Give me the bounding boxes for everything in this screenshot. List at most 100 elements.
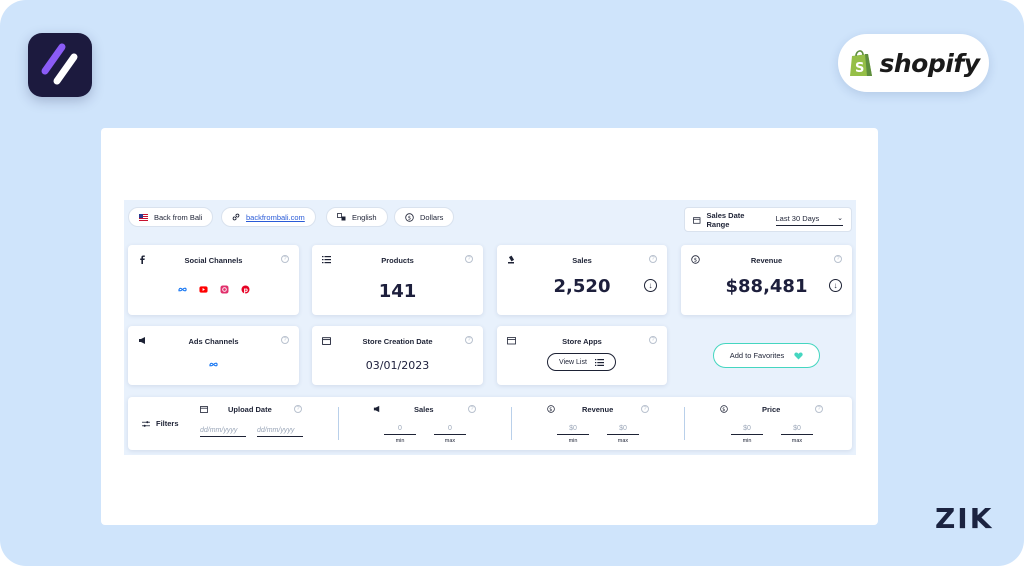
pinterest-icon[interactable]: p bbox=[241, 285, 250, 294]
help-icon[interactable]: ? bbox=[465, 336, 473, 344]
sales-card: Sales ? 2,520 ↓ bbox=[497, 245, 667, 315]
help-icon[interactable]: ? bbox=[468, 405, 476, 413]
filters-bar: Filters Upload Date ? dd/mm/yyyy dd/mm/y… bbox=[128, 397, 852, 450]
upload-date-from-input[interactable]: dd/mm/yyyy bbox=[200, 427, 246, 437]
social-channels-title: Social Channels bbox=[184, 256, 243, 265]
chevron-down-icon: ⌄ bbox=[837, 215, 843, 222]
shopify-badge: S shopify bbox=[838, 34, 989, 92]
dollar-circle-icon: $ bbox=[547, 405, 555, 413]
store-name-pill[interactable]: Back from Bali bbox=[128, 207, 214, 227]
facebook-icon bbox=[140, 255, 145, 264]
social-channel-list: p bbox=[128, 285, 299, 294]
help-icon[interactable]: ? bbox=[649, 336, 657, 344]
youtube-icon[interactable] bbox=[198, 285, 208, 294]
filter-divider bbox=[684, 407, 685, 440]
store-apps-title: Store Apps bbox=[562, 337, 602, 346]
upload-date-title: Upload Date bbox=[228, 405, 272, 414]
filter-divider bbox=[338, 407, 339, 440]
link-icon bbox=[232, 213, 240, 221]
svg-text:$: $ bbox=[408, 215, 412, 221]
svg-text:$: $ bbox=[722, 407, 725, 413]
store-name: Back from Bali bbox=[154, 212, 203, 222]
ads-channels-card: Ads Channels ? bbox=[128, 326, 299, 385]
dollar-circle-icon: $ bbox=[720, 405, 728, 413]
revenue-min-input[interactable]: $0 bbox=[557, 425, 589, 435]
revenue-max-input[interactable]: $0 bbox=[607, 425, 639, 435]
help-icon[interactable]: ? bbox=[834, 255, 842, 263]
ads-channels-title: Ads Channels bbox=[188, 337, 239, 346]
language-icon bbox=[337, 213, 346, 221]
view-list-button[interactable]: View List bbox=[547, 353, 616, 371]
store-url-pill[interactable]: backfrombali.com bbox=[221, 207, 316, 227]
products-card: Products ? 141 bbox=[312, 245, 483, 315]
date-range-label: Sales Date Range bbox=[706, 210, 745, 229]
help-icon[interactable]: ? bbox=[649, 255, 657, 263]
sales-value: 2,520 bbox=[553, 276, 611, 297]
view-list-label: View List bbox=[559, 358, 587, 366]
sales-max-label: max bbox=[444, 438, 456, 444]
sales-download-icon[interactable]: ↓ bbox=[644, 279, 657, 292]
revenue-min-label: min bbox=[568, 438, 578, 444]
store-apps-card: Store Apps ? View List bbox=[497, 326, 667, 385]
calendar-icon bbox=[322, 337, 331, 345]
revenue-title: Revenue bbox=[750, 256, 783, 265]
upload-date-to-input[interactable]: dd/mm/yyyy bbox=[257, 427, 303, 437]
currency-pill[interactable]: $ Dollars bbox=[394, 207, 455, 227]
dollar-circle-icon: $ bbox=[691, 255, 700, 264]
svg-text:p: p bbox=[243, 287, 248, 294]
list-icon bbox=[594, 358, 604, 366]
sales-date-range: Sales Date Range Last 30 Days ⌄ bbox=[684, 207, 852, 232]
revenue-download-icon[interactable]: ↓ bbox=[829, 279, 842, 292]
megaphone-icon bbox=[373, 405, 380, 413]
calendar-icon bbox=[693, 216, 701, 224]
currency-label: Dollars bbox=[420, 212, 444, 222]
dollar-icon: $ bbox=[405, 212, 414, 222]
megaphone-icon bbox=[139, 337, 145, 344]
revenue-filter-title: Revenue bbox=[582, 405, 614, 414]
help-icon[interactable]: ? bbox=[281, 255, 289, 263]
date-range-select[interactable]: Last 30 Days ⌄ bbox=[775, 213, 843, 226]
store-creation-title: Store Creation Date bbox=[362, 337, 433, 346]
revenue-card: $ Revenue ? $88,481 ↓ bbox=[681, 245, 852, 315]
sales-min-label: min bbox=[395, 438, 405, 444]
price-min-label: min bbox=[742, 438, 752, 444]
store-creation-card: Store Creation Date ? 03/01/2023 bbox=[312, 326, 483, 385]
heart-icon bbox=[794, 352, 803, 359]
meta-icon[interactable] bbox=[177, 285, 187, 294]
add-to-favorites-label: Add to Favorites bbox=[729, 351, 785, 360]
calendar-icon bbox=[200, 406, 208, 413]
help-icon[interactable]: ? bbox=[815, 405, 823, 413]
app-logo-icon bbox=[41, 43, 78, 85]
products-value: 141 bbox=[378, 281, 417, 302]
help-icon[interactable]: ? bbox=[465, 255, 473, 263]
svg-text:S: S bbox=[855, 61, 864, 76]
app-logo bbox=[28, 33, 92, 97]
date-range-value: Last 30 Days bbox=[775, 213, 820, 223]
filter-sliders-icon bbox=[142, 421, 150, 427]
sales-filter-title: Sales bbox=[414, 405, 434, 414]
price-min-input[interactable]: $0 bbox=[731, 425, 763, 435]
revenue-max-label: max bbox=[617, 438, 629, 444]
meta-icon[interactable] bbox=[209, 360, 218, 369]
language-pill[interactable]: English bbox=[326, 207, 388, 227]
social-channels-card: Social Channels ? p bbox=[128, 245, 299, 315]
products-title: Products bbox=[381, 256, 414, 265]
svg-text:$: $ bbox=[549, 407, 552, 413]
price-max-input[interactable]: $0 bbox=[781, 425, 813, 435]
filter-divider bbox=[511, 407, 512, 440]
filters-label: Filters bbox=[156, 419, 179, 428]
list-icon bbox=[322, 256, 331, 264]
help-icon[interactable]: ? bbox=[281, 336, 289, 344]
instagram-icon[interactable] bbox=[220, 285, 229, 294]
ads-channel-list bbox=[128, 360, 299, 369]
sales-min-input[interactable]: 0 bbox=[384, 425, 416, 435]
store-creation-value: 03/01/2023 bbox=[365, 359, 430, 372]
add-to-favorites-button[interactable]: Add to Favorites bbox=[713, 343, 820, 368]
svg-text:$: $ bbox=[694, 258, 698, 264]
sales-max-input[interactable]: 0 bbox=[434, 425, 466, 435]
help-icon[interactable]: ? bbox=[641, 405, 649, 413]
store-url-link[interactable]: backfrombali.com bbox=[246, 212, 305, 222]
zik-logo: ZIK bbox=[935, 502, 994, 535]
help-icon[interactable]: ? bbox=[294, 405, 302, 413]
